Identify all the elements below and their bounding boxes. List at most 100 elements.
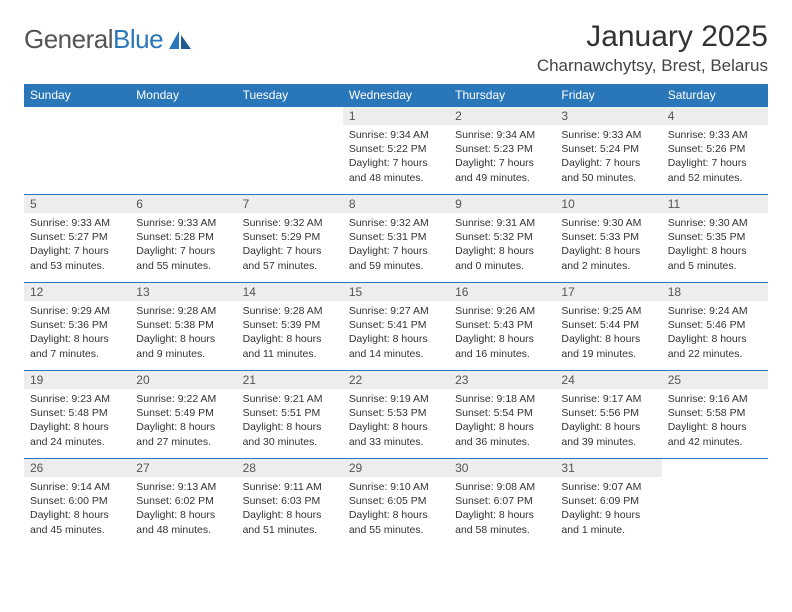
day-details: Sunrise: 9:34 AMSunset: 5:23 PMDaylight:… xyxy=(449,125,555,189)
day-details: Sunrise: 9:16 AMSunset: 5:58 PMDaylight:… xyxy=(662,389,768,453)
day-number: 13 xyxy=(130,283,236,301)
day-details: Sunrise: 9:08 AMSunset: 6:07 PMDaylight:… xyxy=(449,477,555,541)
calendar-cell: .. xyxy=(130,107,236,195)
weekday-header: Wednesday xyxy=(343,84,449,107)
day-details: Sunrise: 9:28 AMSunset: 5:38 PMDaylight:… xyxy=(130,301,236,365)
logo-sail-icon xyxy=(167,29,193,51)
weekday-header: Monday xyxy=(130,84,236,107)
day-number: 12 xyxy=(24,283,130,301)
calendar-cell: 28Sunrise: 9:11 AMSunset: 6:03 PMDayligh… xyxy=(237,459,343,547)
page-title: January 2025 xyxy=(537,20,768,54)
calendar-cell: 15Sunrise: 9:27 AMSunset: 5:41 PMDayligh… xyxy=(343,283,449,371)
day-details: Sunrise: 9:34 AMSunset: 5:22 PMDaylight:… xyxy=(343,125,449,189)
calendar-cell: 16Sunrise: 9:26 AMSunset: 5:43 PMDayligh… xyxy=(449,283,555,371)
calendar-cell: 6Sunrise: 9:33 AMSunset: 5:28 PMDaylight… xyxy=(130,195,236,283)
day-number: 15 xyxy=(343,283,449,301)
day-details: Sunrise: 9:31 AMSunset: 5:32 PMDaylight:… xyxy=(449,213,555,277)
calendar-cell: 27Sunrise: 9:13 AMSunset: 6:02 PMDayligh… xyxy=(130,459,236,547)
calendar-head: SundayMondayTuesdayWednesdayThursdayFrid… xyxy=(24,84,768,107)
calendar-cell: 29Sunrise: 9:10 AMSunset: 6:05 PMDayligh… xyxy=(343,459,449,547)
calendar-cell: 14Sunrise: 9:28 AMSunset: 5:39 PMDayligh… xyxy=(237,283,343,371)
day-number: 7 xyxy=(237,195,343,213)
day-number: 19 xyxy=(24,371,130,389)
day-details: Sunrise: 9:17 AMSunset: 5:56 PMDaylight:… xyxy=(555,389,661,453)
day-number: 3 xyxy=(555,107,661,125)
day-number: 17 xyxy=(555,283,661,301)
logo-text-a: General xyxy=(24,24,113,54)
calendar-cell: 31Sunrise: 9:07 AMSunset: 6:09 PMDayligh… xyxy=(555,459,661,547)
day-number: 4 xyxy=(662,107,768,125)
day-number: 11 xyxy=(662,195,768,213)
logo: GeneralBlue xyxy=(24,24,193,55)
day-details: Sunrise: 9:24 AMSunset: 5:46 PMDaylight:… xyxy=(662,301,768,365)
calendar-row: 26Sunrise: 9:14 AMSunset: 6:00 PMDayligh… xyxy=(24,459,768,547)
day-number: 28 xyxy=(237,459,343,477)
day-number: 27 xyxy=(130,459,236,477)
day-details: Sunrise: 9:33 AMSunset: 5:26 PMDaylight:… xyxy=(662,125,768,189)
day-number: 18 xyxy=(662,283,768,301)
day-number: 2 xyxy=(449,107,555,125)
calendar-cell: 25Sunrise: 9:16 AMSunset: 5:58 PMDayligh… xyxy=(662,371,768,459)
day-number: 16 xyxy=(449,283,555,301)
calendar-body: ......1Sunrise: 9:34 AMSunset: 5:22 PMDa… xyxy=(24,107,768,547)
day-details: Sunrise: 9:32 AMSunset: 5:29 PMDaylight:… xyxy=(237,213,343,277)
calendar-cell: 24Sunrise: 9:17 AMSunset: 5:56 PMDayligh… xyxy=(555,371,661,459)
calendar-cell: 19Sunrise: 9:23 AMSunset: 5:48 PMDayligh… xyxy=(24,371,130,459)
day-number: 6 xyxy=(130,195,236,213)
calendar-row: 12Sunrise: 9:29 AMSunset: 5:36 PMDayligh… xyxy=(24,283,768,371)
day-details: Sunrise: 9:21 AMSunset: 5:51 PMDaylight:… xyxy=(237,389,343,453)
day-details: Sunrise: 9:18 AMSunset: 5:54 PMDaylight:… xyxy=(449,389,555,453)
weekday-header: Tuesday xyxy=(237,84,343,107)
calendar-cell: 21Sunrise: 9:21 AMSunset: 5:51 PMDayligh… xyxy=(237,371,343,459)
logo-text: GeneralBlue xyxy=(24,24,163,55)
day-number: 5 xyxy=(24,195,130,213)
day-details: Sunrise: 9:22 AMSunset: 5:49 PMDaylight:… xyxy=(130,389,236,453)
header: GeneralBlue January 2025 Charnawchytsy, … xyxy=(24,20,768,76)
day-details: Sunrise: 9:27 AMSunset: 5:41 PMDaylight:… xyxy=(343,301,449,365)
day-details: Sunrise: 9:33 AMSunset: 5:24 PMDaylight:… xyxy=(555,125,661,189)
calendar-cell: 10Sunrise: 9:30 AMSunset: 5:33 PMDayligh… xyxy=(555,195,661,283)
weekday-header: Thursday xyxy=(449,84,555,107)
day-details: Sunrise: 9:30 AMSunset: 5:33 PMDaylight:… xyxy=(555,213,661,277)
day-details: Sunrise: 9:07 AMSunset: 6:09 PMDaylight:… xyxy=(555,477,661,541)
weekday-header: Sunday xyxy=(24,84,130,107)
day-number: 9 xyxy=(449,195,555,213)
calendar-cell: 12Sunrise: 9:29 AMSunset: 5:36 PMDayligh… xyxy=(24,283,130,371)
day-number: 1 xyxy=(343,107,449,125)
calendar-cell: 2Sunrise: 9:34 AMSunset: 5:23 PMDaylight… xyxy=(449,107,555,195)
day-number: 29 xyxy=(343,459,449,477)
day-number: 26 xyxy=(24,459,130,477)
day-details: Sunrise: 9:19 AMSunset: 5:53 PMDaylight:… xyxy=(343,389,449,453)
day-details: Sunrise: 9:26 AMSunset: 5:43 PMDaylight:… xyxy=(449,301,555,365)
calendar-cell: 17Sunrise: 9:25 AMSunset: 5:44 PMDayligh… xyxy=(555,283,661,371)
location-text: Charnawchytsy, Brest, Belarus xyxy=(537,56,768,76)
day-number: 30 xyxy=(449,459,555,477)
day-details: Sunrise: 9:14 AMSunset: 6:00 PMDaylight:… xyxy=(24,477,130,541)
day-details: Sunrise: 9:10 AMSunset: 6:05 PMDaylight:… xyxy=(343,477,449,541)
calendar-cell: 8Sunrise: 9:32 AMSunset: 5:31 PMDaylight… xyxy=(343,195,449,283)
day-details: Sunrise: 9:33 AMSunset: 5:27 PMDaylight:… xyxy=(24,213,130,277)
day-details: Sunrise: 9:30 AMSunset: 5:35 PMDaylight:… xyxy=(662,213,768,277)
calendar-cell: 22Sunrise: 9:19 AMSunset: 5:53 PMDayligh… xyxy=(343,371,449,459)
day-details: Sunrise: 9:25 AMSunset: 5:44 PMDaylight:… xyxy=(555,301,661,365)
calendar-cell: .. xyxy=(662,459,768,547)
day-number: 20 xyxy=(130,371,236,389)
calendar-cell: .. xyxy=(24,107,130,195)
day-number: 8 xyxy=(343,195,449,213)
calendar-table: SundayMondayTuesdayWednesdayThursdayFrid… xyxy=(24,84,768,547)
calendar-cell: 9Sunrise: 9:31 AMSunset: 5:32 PMDaylight… xyxy=(449,195,555,283)
day-number: 31 xyxy=(555,459,661,477)
logo-text-b: Blue xyxy=(113,24,163,54)
calendar-cell: 5Sunrise: 9:33 AMSunset: 5:27 PMDaylight… xyxy=(24,195,130,283)
calendar-cell: 30Sunrise: 9:08 AMSunset: 6:07 PMDayligh… xyxy=(449,459,555,547)
day-number: 22 xyxy=(343,371,449,389)
day-details: Sunrise: 9:32 AMSunset: 5:31 PMDaylight:… xyxy=(343,213,449,277)
calendar-cell: 1Sunrise: 9:34 AMSunset: 5:22 PMDaylight… xyxy=(343,107,449,195)
calendar-cell: 7Sunrise: 9:32 AMSunset: 5:29 PMDaylight… xyxy=(237,195,343,283)
calendar-cell: 4Sunrise: 9:33 AMSunset: 5:26 PMDaylight… xyxy=(662,107,768,195)
day-details: Sunrise: 9:13 AMSunset: 6:02 PMDaylight:… xyxy=(130,477,236,541)
day-details: Sunrise: 9:23 AMSunset: 5:48 PMDaylight:… xyxy=(24,389,130,453)
weekday-header: Friday xyxy=(555,84,661,107)
calendar-cell: .. xyxy=(237,107,343,195)
day-number: 24 xyxy=(555,371,661,389)
